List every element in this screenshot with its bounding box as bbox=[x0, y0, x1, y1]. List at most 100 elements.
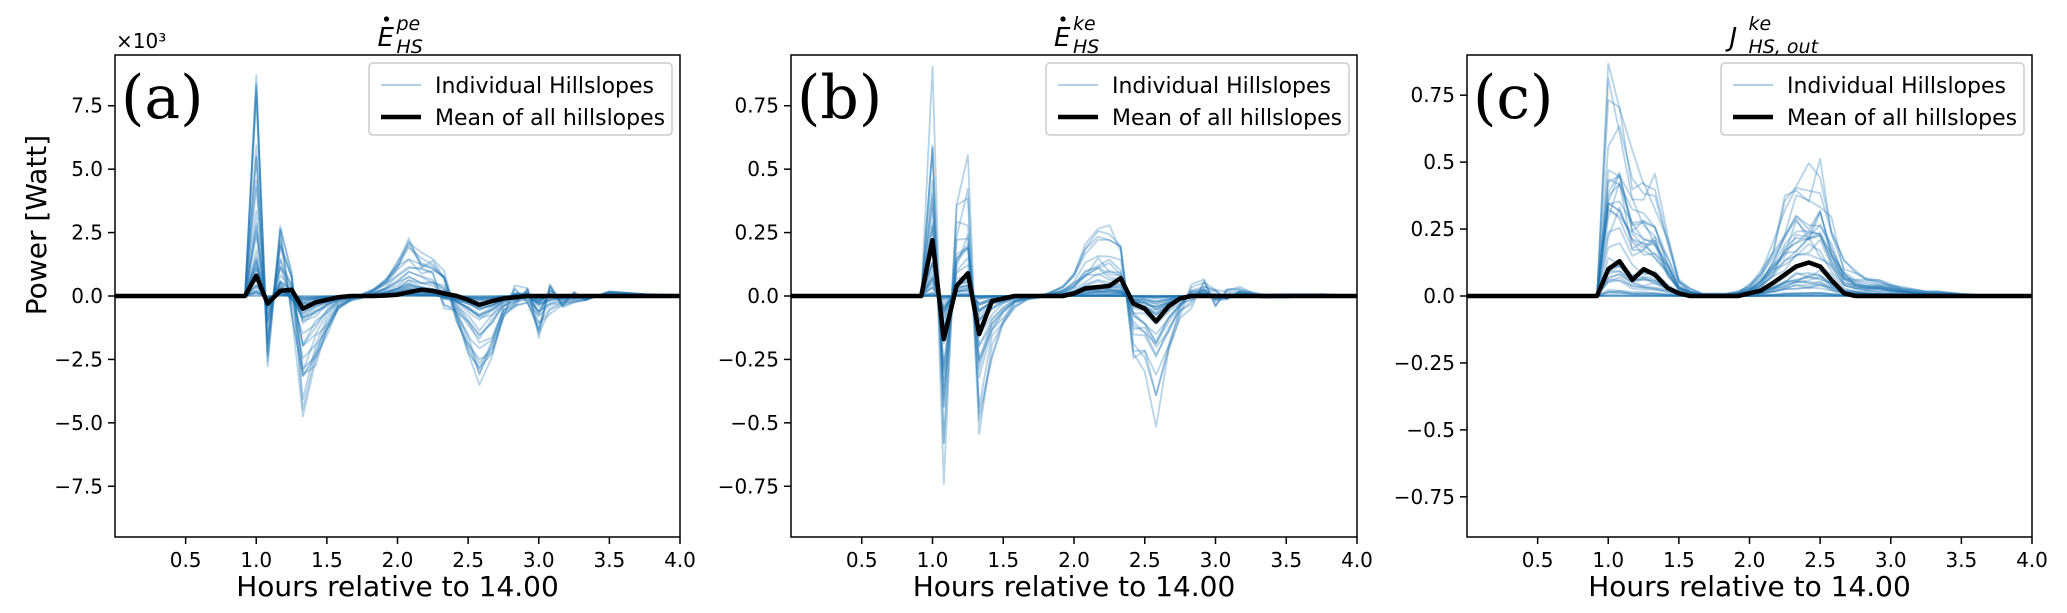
legend-label-individual: Individual Hillslopes bbox=[1112, 74, 1331, 99]
x-tick-label: 0.5 bbox=[846, 548, 878, 572]
individual-hillslope-line bbox=[791, 65, 1357, 445]
individual-hillslope-line bbox=[1467, 206, 2032, 297]
individual-hillslope-line bbox=[791, 221, 1357, 373]
individual-hillslope-line bbox=[115, 255, 680, 321]
y-tick-label: 0.0 bbox=[747, 284, 779, 308]
x-tick-label: 3.5 bbox=[1270, 548, 1302, 572]
y-tick-label: −0.75 bbox=[1394, 485, 1455, 509]
y-axis-label: Power [Watt] bbox=[20, 135, 53, 315]
x-tick-label: 0.5 bbox=[1522, 548, 1554, 572]
panel-a: 0.5 1.0 1.5 2.0 2.5 3.0 3.5 4.0 −7.5 −5.0 −2.5 0.0 2… bbox=[54, 13, 695, 603]
individual-hillslope-line bbox=[1467, 183, 2032, 297]
y-tick-label: −0.75 bbox=[718, 474, 779, 498]
individual-hillslope-line bbox=[791, 146, 1357, 486]
individual-hillslope-line bbox=[1467, 226, 2032, 297]
individual-hillslope-line bbox=[115, 222, 680, 347]
x-axis-label: Hours relative to 14.00 bbox=[236, 570, 559, 603]
y-tick-label: 0.25 bbox=[734, 221, 779, 245]
individual-hillslope-line bbox=[791, 193, 1357, 407]
y-tick-label: 0.25 bbox=[1410, 217, 1455, 241]
y-tick-label: 0.75 bbox=[734, 94, 779, 118]
individual-hillslope-line bbox=[791, 144, 1357, 409]
y-tick-label: 0.5 bbox=[747, 157, 779, 181]
individual-hillslope-line bbox=[115, 234, 680, 325]
individual-hillslope-line bbox=[115, 82, 680, 401]
individual-hillslope-line bbox=[791, 197, 1357, 389]
individual-hillslope-line bbox=[1467, 169, 2032, 297]
y-tick-label: −2.5 bbox=[54, 347, 103, 371]
individual-hillslope-line bbox=[115, 209, 680, 346]
individual-hillslope-line bbox=[1467, 206, 2032, 297]
panel-title-subscript: HS bbox=[397, 36, 423, 58]
x-tick-label: 4.0 bbox=[2016, 548, 2048, 572]
individual-hillslope-line bbox=[1467, 171, 2032, 297]
x-tick-label: 2.0 bbox=[1058, 548, 1090, 572]
legend-label-individual: Individual Hillslopes bbox=[1787, 74, 2006, 99]
y-tick-label: −0.5 bbox=[1406, 418, 1455, 442]
y-tick-label: 5.0 bbox=[71, 157, 103, 181]
plot-area bbox=[1467, 62, 2032, 299]
individual-hillslope-line bbox=[115, 230, 680, 322]
x-axis-label: Hours relative to 14.00 bbox=[913, 570, 1236, 603]
panel-title-subscript: HS bbox=[1073, 36, 1099, 58]
individual-hillslope-line bbox=[1467, 181, 2032, 297]
individual-hillslope-line bbox=[1467, 62, 2032, 297]
x-tick-label: 0.5 bbox=[170, 548, 202, 572]
x-tick-label: 1.5 bbox=[987, 548, 1019, 572]
individual-hillslope-line bbox=[115, 155, 680, 373]
x-tick-label: 1.5 bbox=[311, 548, 343, 572]
y-tick-label: 0.5 bbox=[1423, 150, 1455, 174]
x-tick-label: 1.5 bbox=[1663, 548, 1695, 572]
panel-b: 0.5 1.0 1.5 2.0 2.5 3.0 3.5 4.0 −0.75 −0.5 −0.25 0.… bbox=[718, 13, 1373, 603]
panel-label: (c) bbox=[1473, 63, 1553, 133]
x-tick-label: 2.0 bbox=[382, 548, 414, 572]
individual-hillslope-line bbox=[115, 85, 680, 376]
individual-hillslope-line bbox=[1467, 174, 2032, 297]
individual-hillslope-line bbox=[791, 224, 1357, 369]
individual-hillslope-line bbox=[1467, 200, 2032, 297]
legend-box bbox=[1720, 62, 2025, 136]
offset-text: ×10³ bbox=[116, 29, 166, 53]
individual-hillslope-line bbox=[115, 225, 680, 335]
panel-title-superscript: ke bbox=[1073, 13, 1096, 35]
individual-hillslope-line bbox=[791, 147, 1357, 444]
x-tick-label: 1.0 bbox=[917, 548, 949, 572]
panel-c: 0.5 1.0 1.5 2.0 2.5 3.0 3.5 4.0 −0.75 −0.5 −0.25 0.… bbox=[1394, 13, 2048, 603]
individual-hillslope-line bbox=[115, 185, 680, 348]
individual-hillslope-line bbox=[115, 89, 680, 376]
x-tick-label: 1.0 bbox=[1592, 548, 1624, 572]
y-tick-label: −5.0 bbox=[54, 411, 103, 435]
x-tick-label: 2.0 bbox=[1734, 548, 1766, 572]
individual-hillslope-line bbox=[1467, 99, 2032, 297]
legend-label-mean: Mean of all hillslopes bbox=[435, 106, 665, 131]
x-tick-label: 4.0 bbox=[1341, 548, 1373, 572]
panel-title: E bbox=[378, 23, 395, 53]
individual-hillslope-line bbox=[115, 179, 680, 360]
y-tick-label: −0.25 bbox=[1394, 351, 1455, 375]
individual-hillslope-line bbox=[791, 206, 1357, 381]
x-tick-label: 3.0 bbox=[523, 548, 555, 572]
mean-line bbox=[115, 273, 680, 311]
x-tick-label: 3.5 bbox=[1945, 548, 1977, 572]
panel-label: (a) bbox=[121, 63, 204, 133]
plot-area bbox=[791, 65, 1357, 486]
legend-label-individual: Individual Hillslopes bbox=[435, 74, 654, 99]
title-dot bbox=[383, 16, 390, 22]
individual-hillslope-line bbox=[115, 144, 680, 377]
panel-label: (b) bbox=[797, 63, 882, 133]
individual-hillslope-line bbox=[115, 156, 680, 378]
y-tick-label: 0.75 bbox=[1410, 83, 1455, 107]
individual-hillslope-line bbox=[791, 225, 1357, 366]
y-tick-label: 2.5 bbox=[71, 221, 103, 245]
x-tick-label: 2.5 bbox=[1804, 548, 1836, 572]
panel-title-superscript: pe bbox=[396, 13, 421, 35]
legend-label-mean: Mean of all hillslopes bbox=[1787, 106, 2017, 131]
individual-hillslope-line bbox=[1467, 77, 2032, 297]
y-tick-label: 0.0 bbox=[71, 284, 103, 308]
title-dot bbox=[1060, 16, 1066, 22]
individual-hillslope-line bbox=[1467, 209, 2032, 297]
x-tick-label: 1.0 bbox=[240, 548, 272, 572]
x-tick-label: 2.5 bbox=[452, 548, 484, 572]
individual-hillslope-line bbox=[791, 179, 1357, 400]
individual-hillslope-line bbox=[1467, 178, 2032, 297]
